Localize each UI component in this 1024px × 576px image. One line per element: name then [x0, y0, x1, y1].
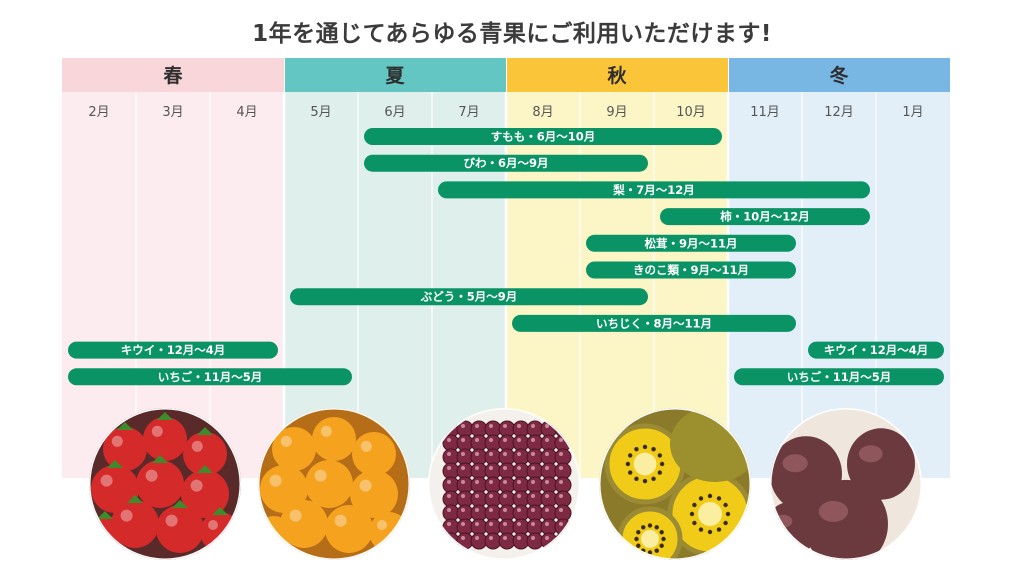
harvest-bar: 梨・7月〜12月	[438, 181, 870, 199]
strawberry-photo	[89, 408, 241, 560]
harvest-bar-shape	[68, 341, 278, 359]
harvest-bar: いちじく・8月〜11月	[512, 314, 796, 332]
harvest-bar-label: キウイ・12月〜4月	[824, 343, 929, 357]
fig-photo	[770, 408, 922, 560]
season-header	[62, 58, 284, 92]
harvest-bar-shape	[586, 234, 796, 252]
harvest-bar: びわ・6月〜9月	[364, 154, 648, 172]
month-label: 11月	[750, 105, 780, 120]
month-label: 8月	[532, 105, 553, 120]
harvest-bar-shape	[364, 128, 722, 145]
month-label: 6月	[384, 105, 405, 120]
month-label: 3月	[162, 105, 183, 120]
month-label: 1月	[902, 105, 923, 120]
month-column	[210, 92, 284, 478]
harvest-bar-label: ぶどう・5月〜9月	[420, 290, 518, 304]
harvest-bar-label: びわ・6月〜9月	[463, 156, 548, 170]
harvest-bar-label: 柿・10月〜12月	[720, 210, 810, 224]
harvest-bar: きのこ類・9月〜11月	[586, 261, 796, 279]
harvest-bar-label: 梨・7月〜12月	[612, 183, 695, 197]
season-label: 夏	[385, 65, 405, 87]
harvest-bar: すもも・6月〜10月	[364, 128, 722, 145]
harvest-bar-label: いちじく・8月〜11月	[596, 316, 712, 330]
harvest-bar-label: きのこ類・9月〜11月	[633, 263, 749, 277]
harvest-bar-label: すもも・6月〜10月	[491, 130, 596, 144]
season-label: 秋	[607, 64, 627, 87]
month-column	[62, 92, 136, 478]
month-label: 12月	[824, 105, 854, 120]
month-label: 5月	[310, 105, 331, 120]
harvest-bar: 松茸・9月〜11月	[586, 234, 796, 252]
month-column	[876, 92, 950, 478]
harvest-bar-label: いちご・11月〜5月	[158, 370, 263, 384]
season-header	[285, 58, 506, 92]
harvest-bar-shape	[808, 341, 944, 359]
month-label: 10月	[676, 105, 706, 120]
harvest-bar-shape	[512, 314, 796, 332]
harvest-bar-shape	[734, 368, 944, 386]
month-label: 9月	[606, 105, 627, 120]
harvest-bar-label: 松茸・9月〜11月	[644, 236, 737, 250]
grape-photo	[428, 408, 580, 560]
harvest-bars: すもも・6月〜10月びわ・6月〜9月梨・7月〜12月柿・10月〜12月松茸・9月…	[68, 128, 944, 386]
harvest-bar-shape	[290, 288, 648, 306]
harvest-bar-shape	[586, 261, 796, 279]
season-header	[729, 58, 950, 92]
month-label: 4月	[236, 105, 257, 120]
harvest-bar: ぶどう・5月〜9月	[290, 288, 648, 306]
harvest-bar: キウイ・12月〜4月	[808, 341, 944, 359]
season-header	[507, 58, 728, 92]
harvest-bar: いちご・11月〜5月	[734, 368, 944, 386]
harvest-bar-label: いちご・11月〜5月	[787, 370, 892, 384]
month-column	[728, 92, 802, 478]
fruit-photos	[89, 408, 922, 560]
season-label: 春	[163, 64, 182, 87]
season-label: 冬	[829, 64, 848, 87]
harvest-bar-label: キウイ・12月〜4月	[121, 343, 226, 357]
harvest-bar-shape	[660, 208, 870, 226]
month-label: 2月	[88, 105, 109, 120]
month-label: 7月	[458, 105, 479, 120]
harvest-bar-shape	[364, 154, 648, 172]
harvest-bar-shape	[438, 181, 870, 199]
harvest-bar: いちご・11月〜5月	[68, 368, 352, 386]
harvest-bar: キウイ・12月〜4月	[68, 341, 278, 359]
harvest-bar: 柿・10月〜12月	[660, 208, 870, 226]
season-headers: 春夏秋冬	[62, 58, 950, 92]
month-labels: 2月 3月 4月 5月 6月 7月 8月 9月 10月 11月 12月 1月	[88, 105, 923, 120]
page-title: 1年を通じてあらゆる青果にご利用いただけます!	[252, 21, 772, 47]
harvest-bar-shape	[68, 368, 352, 386]
